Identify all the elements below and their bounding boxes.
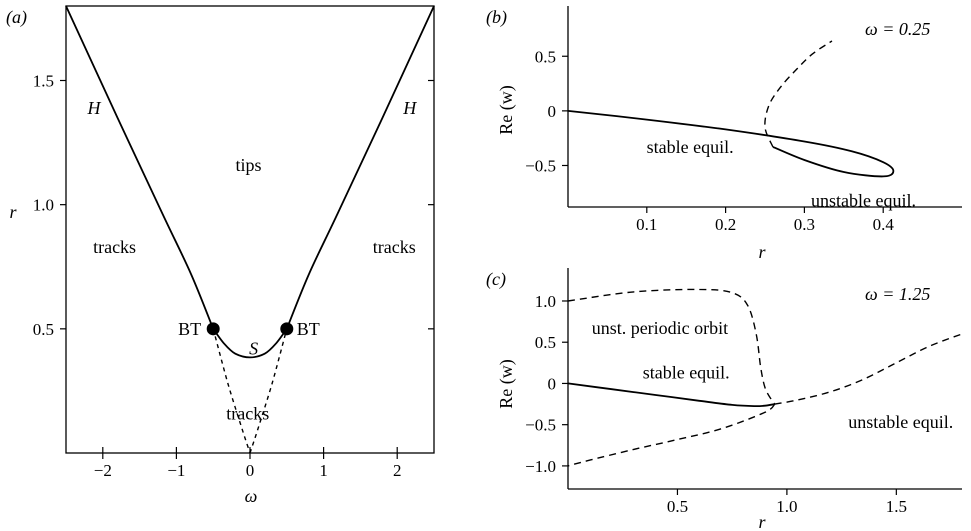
series-line-3 [567, 403, 776, 467]
x-tick-label: 1 [319, 461, 328, 480]
x-tick-label: 0 [246, 461, 255, 480]
x-tick-label: 0.2 [715, 215, 736, 234]
panel-label-a: (a) [6, 7, 27, 28]
panel-c: (c) ω = 1.25 r Re (w) 0.5 1.0 1.5 1.0 0.5 0 −0… [486, 268, 963, 531]
series-line-1 [567, 110, 895, 178]
panel-label-c: (c) [486, 269, 506, 290]
panel-a-ylabel: r [9, 202, 17, 222]
panel-c-xlabel: r [758, 512, 766, 531]
annotation-label: stable equil. [647, 137, 734, 157]
series-line-2 [764, 40, 833, 148]
series-line-3 [285, 5, 435, 330]
y-tick-label: 0.5 [33, 320, 54, 339]
series-line-4 [774, 333, 963, 405]
series-line-2 [212, 328, 288, 359]
annotation-label: H [402, 98, 417, 118]
annotation-label: tracks [373, 237, 416, 257]
series-line-4 [212, 328, 251, 454]
panel-b: (b) ω = 0.25 r Re (w) 0.1 0.2 0.3 0.4 0.5 0 −0… [486, 6, 962, 262]
y-tick-label: 0 [548, 374, 557, 393]
x-tick-label: 0.1 [636, 215, 657, 234]
series-line-1 [567, 288, 776, 405]
x-tick-label: 0.5 [667, 497, 688, 516]
annotation-label: S [249, 339, 258, 359]
panel-label-b: (b) [486, 7, 507, 28]
bt-point [206, 322, 220, 336]
annotation-label: unstable equil. [811, 190, 916, 210]
bt-label: BT [297, 319, 320, 339]
y-tick-label: 0.5 [535, 47, 556, 66]
x-tick-label: 0.4 [873, 215, 895, 234]
annotation-label: stable equil. [643, 363, 730, 383]
x-tick-label: 0.3 [794, 215, 815, 234]
annotation-label: tracks [93, 237, 136, 257]
x-tick-label: −2 [94, 461, 112, 480]
bt-point [280, 322, 294, 336]
x-tick-label: −1 [167, 461, 185, 480]
x-tick-label: 1.0 [776, 497, 797, 516]
panel-c-ylabel: Re (w) [496, 359, 517, 408]
y-tick-label: 1.0 [33, 196, 54, 215]
series-line-2 [567, 382, 775, 408]
panel-b-xlabel: r [758, 242, 766, 262]
bt-label: BT [178, 319, 201, 339]
annotation-label: tracks [226, 403, 269, 423]
y-tick-label: −1.0 [525, 457, 556, 476]
panel-c-omega-note: ω = 1.25 [865, 284, 930, 304]
annotation-label: unst. periodic orbit [592, 318, 728, 338]
annotation-label: H [86, 98, 101, 118]
series-line-1 [65, 5, 215, 330]
x-tick-label: 2 [393, 461, 402, 480]
annotation-label: tips [236, 155, 262, 175]
y-tick-label: −0.5 [525, 416, 556, 435]
series-line-5 [249, 328, 288, 454]
y-tick-label: 0 [548, 102, 557, 121]
panel-a-xlabel: ω [245, 486, 258, 506]
y-tick-label: −0.5 [525, 156, 556, 175]
y-tick-label: 1.5 [33, 72, 54, 91]
y-tick-label: 1.0 [535, 292, 556, 311]
panel-b-omega-note: ω = 0.25 [865, 19, 930, 39]
panel-b-ylabel: Re (w) [496, 85, 517, 134]
plot-frame [65, 5, 435, 454]
annotation-label: unstable equil. [848, 412, 953, 432]
x-tick-label: 1.5 [886, 497, 907, 516]
y-tick-label: 0.5 [535, 333, 556, 352]
